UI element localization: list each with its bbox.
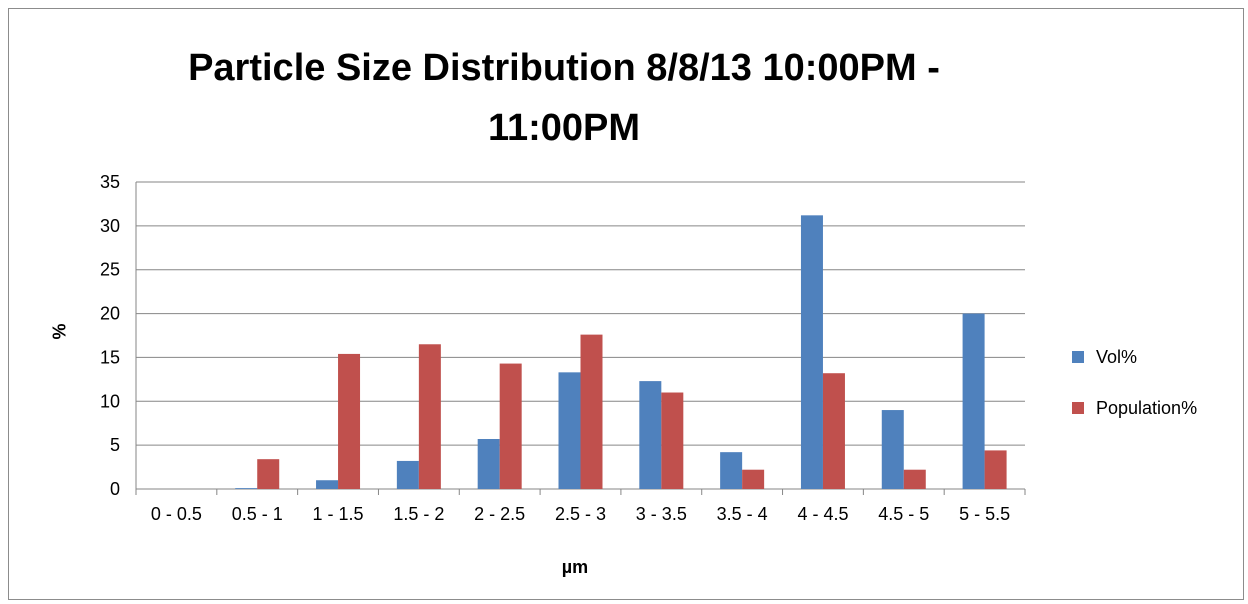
bar-vol [639,381,662,489]
bar-population [338,353,361,489]
y-axis-label: % [49,323,70,340]
x-tick-label: 1.5 - 2 [393,504,444,524]
bar-vol [235,488,258,489]
bar-vol [316,480,339,489]
legend-item-vol: Vol% [1072,346,1137,368]
bar-population [822,373,845,489]
x-tick-label: 1 - 1.5 [313,504,364,524]
bar-population [580,334,603,489]
bar-population [499,363,522,489]
y-tick-label: 0 [110,479,120,499]
x-axis-label: µm [561,557,589,577]
y-tick-label: 10 [100,391,120,411]
bar-population [418,344,441,489]
chart-title-line-1: Particle Size Distribution 8/8/13 10:00P… [188,47,940,89]
y-tick-label: 20 [100,304,120,324]
bar-vol [396,460,419,489]
legend-swatch-population [1072,402,1084,414]
y-tick-label: 5 [110,435,120,455]
bar-population [661,392,684,489]
x-tick-label: 2 - 2.5 [474,504,525,524]
bar-vol [720,452,743,489]
legend-label-population: Population% [1096,397,1198,418]
legend-item-population: Population% [1072,397,1197,419]
x-tick-label: 4.5 - 5 [878,504,929,524]
bar-population [257,459,280,489]
bar-vol [962,313,985,489]
bar-population [742,469,765,489]
x-tick-label: 2.5 - 3 [555,504,606,524]
bar-vol [477,439,500,489]
y-tick-label: 30 [100,216,120,236]
y-tick-label: 35 [100,172,120,192]
y-tick-label: 25 [100,260,120,280]
bar-vol [800,215,823,489]
x-tick-label: 3.5 - 4 [717,504,768,524]
x-tick-label: 5 - 5.5 [959,504,1010,524]
bar-population [903,469,926,489]
legend-label-vol: Vol% [1096,346,1138,367]
y-tick-label: 15 [100,347,120,367]
bar-vol [881,410,904,489]
legend-swatch-vol [1072,351,1084,363]
bar-population [984,450,1007,489]
chart-frame: Particle Size Distribution 8/8/13 10:00P… [8,8,1244,600]
x-tick-label: 0 - 0.5 [151,504,202,524]
bar-vol [558,372,581,489]
x-tick-label: 4 - 4.5 [797,504,848,524]
chart-title-line-2: 11:00PM [487,107,641,149]
x-tick-label: 3 - 3.5 [636,504,687,524]
x-tick-label: 0.5 - 1 [232,504,283,524]
